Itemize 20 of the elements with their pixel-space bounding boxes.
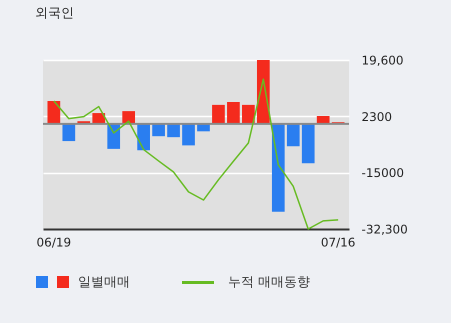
bar bbox=[302, 124, 315, 164]
y-tick-label: -15000 bbox=[362, 166, 404, 180]
bar bbox=[152, 124, 165, 136]
chart-title: 외국인 bbox=[35, 5, 74, 22]
y-tick-label: 2300 bbox=[362, 110, 392, 124]
line-series bbox=[53, 78, 339, 230]
bar bbox=[286, 124, 300, 146]
x-tick-label: 06/19 bbox=[36, 236, 72, 250]
bar bbox=[227, 102, 240, 124]
bar bbox=[47, 101, 60, 124]
y-tick-label: -32,300 bbox=[362, 222, 408, 236]
bar bbox=[167, 124, 180, 138]
bar bbox=[182, 124, 195, 146]
x-tick-label: 07/16 bbox=[320, 236, 356, 250]
y-tick-label: 19,600 bbox=[362, 54, 404, 68]
legend-label: 누적 매매동향 bbox=[228, 274, 310, 291]
bar bbox=[62, 124, 76, 142]
legend-label: 일별매매 bbox=[78, 274, 130, 291]
bar bbox=[272, 124, 285, 212]
bar bbox=[212, 104, 225, 124]
